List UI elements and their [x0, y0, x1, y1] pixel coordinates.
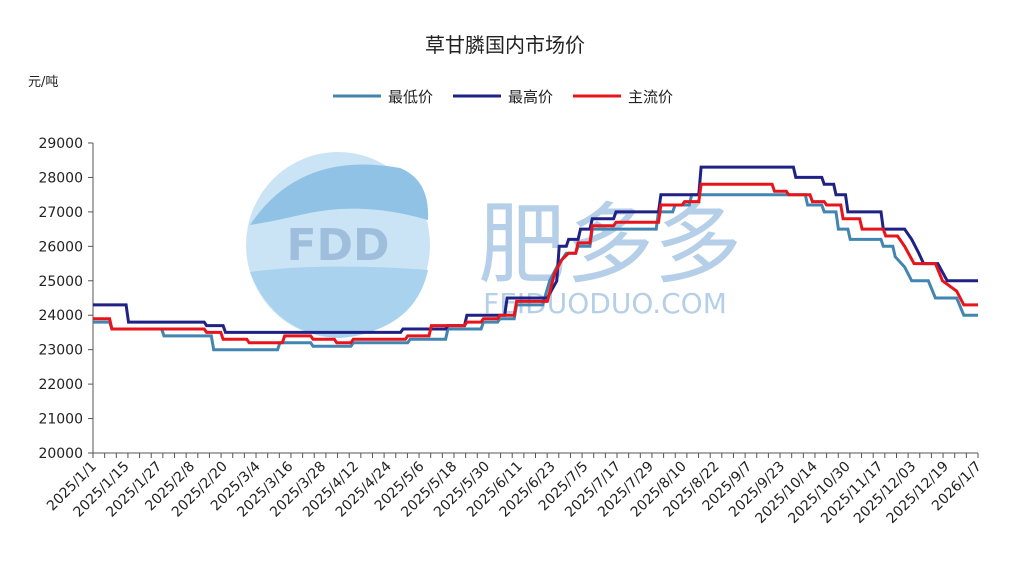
y-tick-label: 24000: [38, 308, 83, 324]
y-tick-label: 29000: [38, 136, 83, 152]
y-axis-ticks: 20000 21000 22000 23000 24000 25000 26000 27000…: [38, 136, 93, 462]
series-line-3: [93, 182, 978, 345]
y-tick-label: 27000: [38, 205, 83, 221]
series-lines: [93, 165, 978, 352]
brand-text: 肥多多: [478, 193, 742, 296]
fdd-logo-text: FDD: [286, 220, 389, 271]
y-tick-label: 23000: [38, 343, 83, 359]
y-tick-label: 26000: [38, 239, 83, 255]
y-tick-label: 28000: [38, 170, 83, 186]
y-tick-label: 21000: [38, 412, 83, 428]
y-axis-unit: 元/吨: [28, 75, 58, 90]
legend-label: 主流价: [628, 88, 673, 106]
legend: 最低价 最高价 主流价: [333, 88, 673, 106]
y-tick-label: 22000: [38, 377, 83, 393]
legend-label: 最高价: [508, 88, 553, 106]
legend-label: 最低价: [388, 88, 433, 106]
y-tick-label: 25000: [38, 274, 83, 290]
fdd-logo: FDD: [246, 152, 430, 338]
series-line-2: [93, 165, 978, 334]
x-axis-ticks: 2025/1/12025/1/152025/1/272025/2/82025/2…: [44, 453, 985, 527]
chart-title: 草甘膦国内市场价: [425, 33, 585, 57]
watermark: FDD 肥多多 FEIDUODUO.COM: [246, 152, 742, 338]
y-tick-label: 20000: [38, 446, 83, 462]
